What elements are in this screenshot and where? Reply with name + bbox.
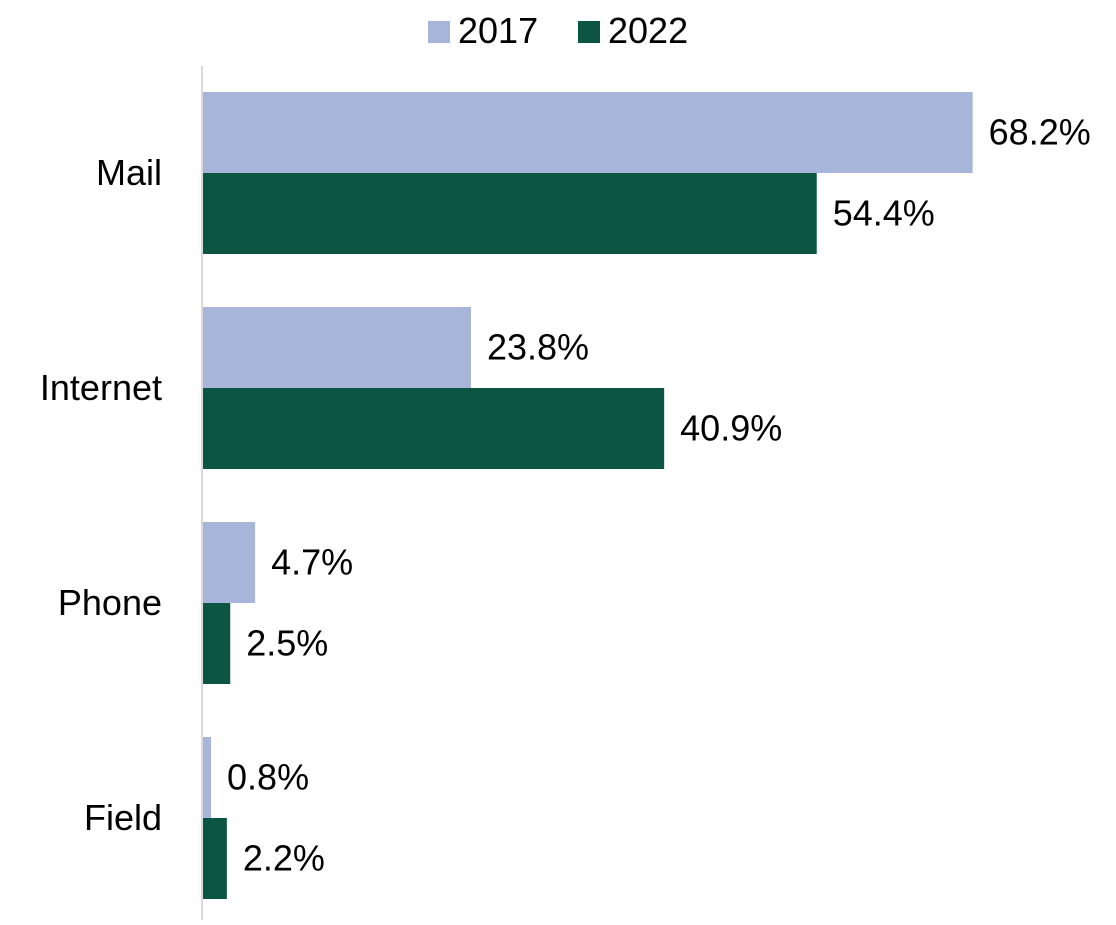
data-labels-group: 68.2% 54.4% 23.8% 40.9% 4.7% 2.5% 0.8% 2.2%	[227, 112, 1091, 879]
bar-field-2017	[202, 737, 212, 818]
data-label-mail-2017: 68.2%	[989, 112, 1091, 153]
bar-phone-2022	[202, 603, 231, 684]
data-label-mail-2022: 54.4%	[833, 193, 935, 234]
data-label-internet-2017: 23.8%	[487, 327, 589, 368]
legend-label-2022: 2022	[608, 10, 688, 51]
data-label-phone-2017: 4.7%	[271, 542, 353, 583]
bars-group	[202, 92, 973, 899]
category-label-field: Field	[84, 797, 162, 838]
bar-phone-2017	[202, 522, 256, 603]
bar-internet-2017	[202, 307, 471, 388]
data-label-phone-2022: 2.5%	[246, 623, 328, 664]
data-label-internet-2022: 40.9%	[680, 408, 782, 449]
category-label-internet: Internet	[40, 367, 162, 408]
category-label-phone: Phone	[58, 582, 162, 623]
bar-mail-2017	[202, 92, 973, 173]
legend-label-2017: 2017	[458, 10, 538, 51]
legend-swatch-2017	[428, 21, 450, 43]
bar-field-2022	[202, 818, 227, 899]
legend: 2017 2022	[428, 10, 688, 51]
bar-internet-2022	[202, 388, 665, 469]
category-labels-group: Mail Internet Phone Field	[40, 152, 162, 838]
legend-swatch-2022	[578, 21, 600, 43]
data-label-field-2017: 0.8%	[227, 757, 309, 798]
data-label-field-2022: 2.2%	[243, 838, 325, 879]
category-label-mail: Mail	[96, 152, 162, 193]
bar-mail-2022	[202, 173, 817, 254]
